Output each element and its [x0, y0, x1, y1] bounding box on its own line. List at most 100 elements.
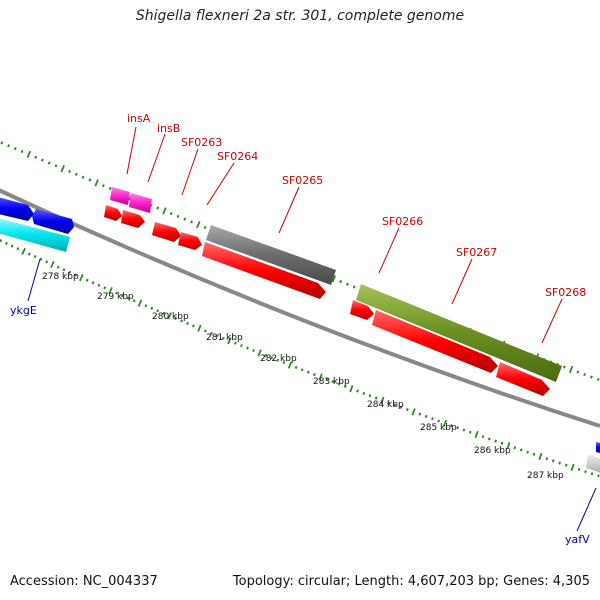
cds-arrow[interactable] [350, 300, 374, 320]
minor-tick [456, 426, 460, 430]
minor-tick [16, 247, 20, 251]
cds-long-arrow[interactable] [372, 310, 498, 373]
position-label: 283 kbp [313, 377, 350, 387]
major-tick [197, 324, 202, 332]
minor-tick [481, 435, 485, 439]
cds-arrow[interactable] [496, 362, 550, 396]
major-tick [331, 275, 337, 283]
minor-tick [368, 394, 372, 398]
major-tick [137, 299, 143, 307]
gene-cyan-bar[interactable] [0, 217, 70, 252]
minor-tick [437, 419, 441, 423]
cds-arrow[interactable] [152, 222, 181, 242]
minor-tick [190, 220, 193, 224]
minor-tick [97, 283, 101, 287]
gene-SF0265-gray[interactable] [206, 225, 336, 285]
minor-tick [551, 459, 555, 463]
gene-label-SF0267[interactable]: SF0267 [456, 246, 497, 259]
minor-tick [343, 384, 347, 388]
minor-tick [584, 470, 587, 474]
gene-label-SF0264[interactable]: SF0264 [217, 150, 258, 163]
minor-tick [132, 299, 136, 303]
minor-tick [150, 306, 154, 310]
minor-tick [88, 178, 92, 182]
minor-tick [56, 265, 60, 269]
minor-tick [27, 252, 31, 256]
minor-tick [356, 389, 359, 393]
cds-arrow[interactable] [104, 205, 122, 221]
minor-tick [387, 401, 391, 405]
minor-tick [62, 268, 66, 272]
gene-label-ykgE[interactable]: ykgE [10, 304, 37, 317]
gene-label-SF0265[interactable]: SF0265 [282, 174, 323, 187]
gene-label-SF0263[interactable]: SF0263 [181, 136, 222, 149]
gene-light-edge[interactable] [586, 454, 600, 474]
gene-blue-edge[interactable] [596, 442, 600, 454]
minor-tick [596, 377, 600, 382]
minor-tick [91, 281, 95, 285]
gene-insB[interactable] [129, 193, 152, 213]
minor-tick [39, 257, 43, 261]
minor-tick [362, 391, 366, 395]
position-label: 281 kbp [206, 333, 243, 343]
minor-tick [564, 463, 568, 467]
minor-tick [209, 331, 213, 335]
position-label: 280 kbp [152, 312, 189, 322]
minor-tick [20, 149, 24, 154]
minor-tick [240, 344, 243, 348]
minor-tick [558, 461, 562, 465]
minor-tick [576, 370, 580, 374]
minor-tick [74, 273, 78, 277]
major-tick [94, 179, 99, 187]
minor-tick [346, 282, 349, 286]
gene-insA[interactable] [110, 187, 130, 205]
gene-label-SF0268[interactable]: SF0268 [545, 286, 586, 299]
minor-tick [337, 382, 341, 386]
minor-tick [487, 437, 491, 441]
minor-tick [597, 474, 600, 478]
gene-features [0, 187, 600, 474]
minor-tick [233, 341, 237, 345]
gene-arrow-blue[interactable] [32, 209, 74, 234]
minor-tick [114, 291, 118, 295]
position-label: 284 kbp [367, 400, 404, 410]
minor-tick [85, 278, 89, 282]
minor-tick [176, 214, 180, 218]
gene-label-insA[interactable]: insA [127, 112, 151, 125]
cds-arrow[interactable] [121, 210, 145, 228]
major-tick [50, 260, 55, 269]
minor-tick [352, 285, 356, 289]
minor-tick [13, 147, 17, 151]
minor-tick [418, 412, 422, 416]
minor-tick [449, 423, 453, 428]
minor-tick [532, 452, 536, 456]
gene-arrow-blue[interactable] [0, 196, 34, 221]
minor-tick [169, 212, 173, 216]
minor-tick [54, 164, 58, 168]
minor-tick [10, 244, 14, 248]
minor-tick [577, 467, 581, 472]
minor-tick [33, 255, 37, 259]
position-label: 279 kbp [97, 292, 134, 302]
minor-tick [191, 324, 195, 328]
minor-tick [120, 293, 124, 298]
gene-label-yafV[interactable]: yafV [565, 533, 590, 546]
minor-tick [513, 446, 517, 450]
gene-SF0267-olive[interactable] [356, 284, 562, 382]
major-tick [442, 419, 448, 427]
cds-long-arrow[interactable] [202, 242, 326, 299]
minor-tick [0, 141, 4, 145]
position-label: 278 kbp [42, 272, 79, 282]
minor-tick [103, 286, 107, 290]
minor-tick [282, 361, 286, 365]
major-tick [196, 221, 201, 229]
minor-tick [74, 172, 78, 176]
cds-arrow[interactable] [178, 232, 202, 250]
minor-tick [221, 336, 225, 340]
minor-tick [431, 417, 434, 421]
minor-tick [7, 144, 11, 148]
gene-label-SF0266[interactable]: SF0266 [382, 215, 423, 228]
gene-label-insB[interactable]: insB [157, 122, 180, 135]
minor-tick [183, 217, 187, 221]
